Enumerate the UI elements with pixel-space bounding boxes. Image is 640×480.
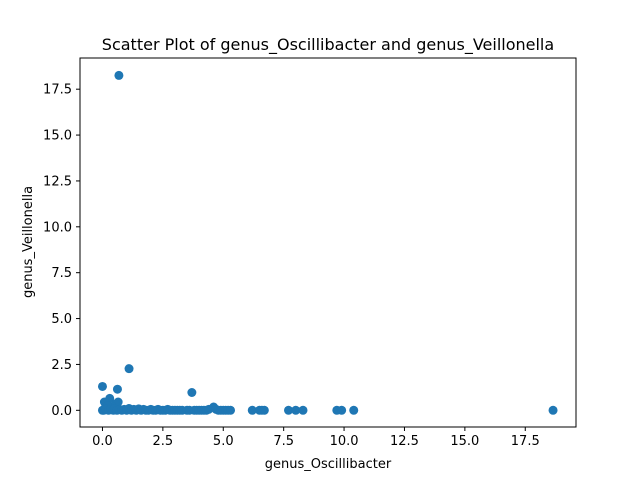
y-tick-label: 12.5	[43, 174, 72, 189]
data-point-63	[226, 405, 236, 415]
y-tick-label: 5.0	[51, 312, 72, 327]
data-point-69	[291, 405, 301, 415]
data-point-64	[247, 405, 257, 415]
data-point-68	[284, 405, 293, 415]
x-axis-label: genus_Oscillibacter	[265, 457, 392, 472]
y-tick-label: 7.5	[51, 266, 72, 281]
y-tick-label: 2.5	[51, 358, 72, 373]
y-tick-label: 15.0	[43, 129, 72, 144]
y-axis-ticks: 0.0 2.5 5.0 7.5 10.0 12.5 15.0 17.5	[43, 83, 80, 419]
x-tick-label: 5.0	[213, 434, 234, 449]
points-layer	[97, 70, 558, 415]
data-point-2	[112, 384, 122, 394]
data-point-4	[187, 388, 197, 397]
x-axis-ticks: 0.0 2.5 5.0 7.5 10.0 12.5 15.0 17.5	[92, 427, 540, 449]
y-tick-label: 0.0	[51, 404, 72, 419]
data-point-67	[259, 405, 269, 415]
data-point-73	[349, 405, 359, 415]
x-tick-label: 2.5	[153, 434, 174, 449]
data-point-1	[97, 381, 107, 391]
data-point-72	[337, 405, 347, 415]
data-point-70	[298, 405, 308, 415]
x-tick-label: 15.0	[450, 434, 479, 449]
data-point-0	[114, 70, 124, 80]
data-point-74	[548, 405, 558, 415]
data-point-3	[124, 364, 134, 374]
x-tick-label: 0.0	[92, 434, 113, 449]
data-point-6	[105, 393, 115, 403]
x-tick-label: 12.5	[390, 434, 419, 449]
chart-title: Scatter Plot of genus_Oscillibacter and …	[102, 35, 554, 55]
x-tick-label: 10.0	[330, 434, 359, 449]
y-axis-label: genus_Veillonella	[21, 186, 36, 298]
y-tick-label: 10.0	[43, 220, 72, 235]
x-tick-label: 7.5	[273, 434, 294, 449]
y-tick-label: 17.5	[43, 83, 72, 98]
x-tick-label: 17.5	[511, 434, 540, 449]
plot-frame	[79, 57, 577, 428]
